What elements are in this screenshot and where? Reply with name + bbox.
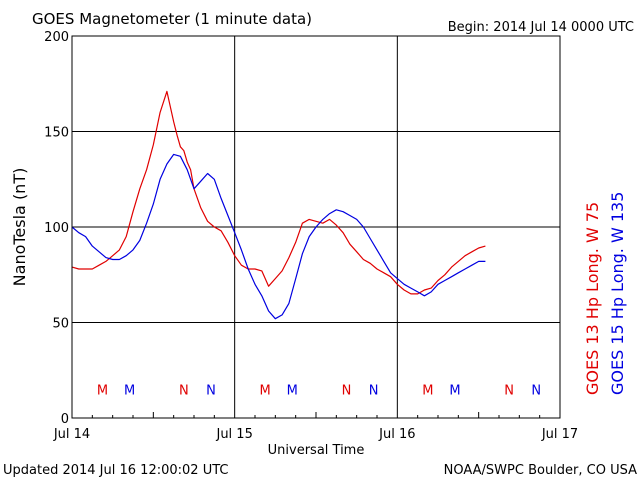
y-tick-label-0: 0 bbox=[61, 412, 69, 427]
chart-title: GOES Magnetometer (1 minute data) bbox=[32, 10, 312, 28]
marker-n-10: N bbox=[504, 383, 514, 398]
series-layer bbox=[71, 90, 486, 320]
marker-m-1: M bbox=[124, 383, 135, 398]
marker-m-0: M bbox=[97, 383, 108, 398]
marker-m-4: M bbox=[260, 383, 271, 398]
y-axis-label: NanoTesla (nT) bbox=[10, 168, 29, 287]
x-axis-label: Universal Time bbox=[268, 443, 365, 458]
marker-n-6: N bbox=[342, 383, 352, 398]
y-tick-label-150: 150 bbox=[44, 126, 69, 141]
begin-label: Begin: 2014 Jul 14 0000 UTC bbox=[448, 20, 634, 35]
legend-goes13: GOES 13 Hp Long. W 75 bbox=[583, 202, 602, 395]
legend-goes15: GOES 15 Hp Long. W 135 bbox=[608, 192, 627, 395]
marker-n-11: N bbox=[531, 383, 541, 398]
marker-m-5: M bbox=[287, 383, 298, 398]
marker-m-9: M bbox=[449, 383, 460, 398]
updated-timestamp: Updated 2014 Jul 16 12:00:02 UTC bbox=[3, 463, 228, 478]
credit-text: NOAA/SWPC Boulder, CO USA bbox=[444, 463, 637, 478]
x-tick-label-72: Jul 17 bbox=[541, 427, 578, 442]
series-line-2 bbox=[71, 153, 486, 320]
y-tick-labels: 0 50 100 150 200 bbox=[44, 30, 69, 427]
x-tick-label-0: Jul 14 bbox=[53, 427, 90, 442]
x-tick-labels: Jul 14 Jul 15 Jul 16 Jul 17 bbox=[53, 427, 578, 442]
plot-frame bbox=[71, 35, 561, 419]
y-tick-label-200: 200 bbox=[44, 30, 69, 45]
marker-n-3: N bbox=[206, 383, 216, 398]
gridlines bbox=[72, 35, 560, 419]
marker-n-7: N bbox=[369, 383, 379, 398]
series-line-1 bbox=[71, 90, 486, 295]
x-tick-label-24: Jul 15 bbox=[215, 427, 252, 442]
marker-m-8: M bbox=[422, 383, 433, 398]
marker-n-2: N bbox=[179, 383, 189, 398]
y-tick-label-50: 50 bbox=[52, 317, 69, 332]
y-tick-label-100: 100 bbox=[44, 221, 69, 236]
x-tick-label-48: Jul 16 bbox=[378, 427, 415, 442]
